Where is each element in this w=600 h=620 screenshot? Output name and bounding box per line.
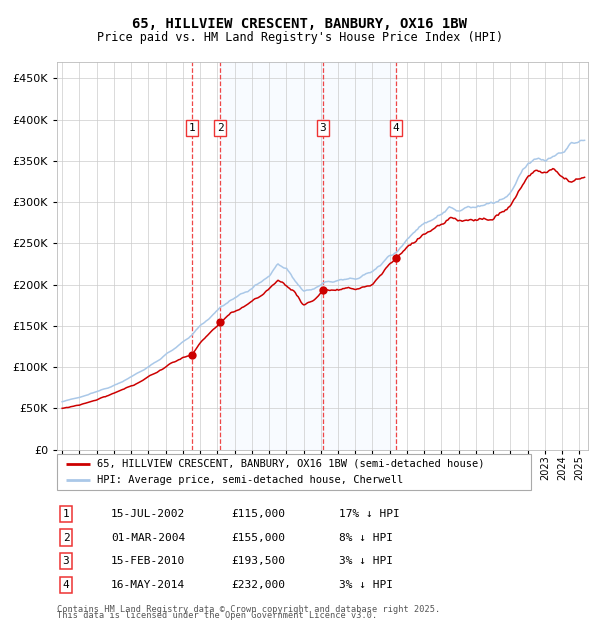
Text: 3: 3 — [62, 556, 70, 566]
Text: 3: 3 — [319, 123, 326, 133]
Text: 65, HILLVIEW CRESCENT, BANBURY, OX16 1BW (semi-detached house): 65, HILLVIEW CRESCENT, BANBURY, OX16 1BW… — [97, 459, 485, 469]
Text: 16-MAY-2014: 16-MAY-2014 — [111, 580, 185, 590]
Text: Price paid vs. HM Land Registry's House Price Index (HPI): Price paid vs. HM Land Registry's House … — [97, 31, 503, 44]
Text: £115,000: £115,000 — [231, 509, 285, 519]
Text: £232,000: £232,000 — [231, 580, 285, 590]
Text: 01-MAR-2004: 01-MAR-2004 — [111, 533, 185, 542]
Text: Contains HM Land Registry data © Crown copyright and database right 2025.: Contains HM Land Registry data © Crown c… — [57, 604, 440, 614]
Text: £155,000: £155,000 — [231, 533, 285, 542]
FancyBboxPatch shape — [57, 454, 531, 490]
Text: 2: 2 — [217, 123, 223, 133]
Text: 3% ↓ HPI: 3% ↓ HPI — [339, 556, 393, 566]
Text: 4: 4 — [62, 580, 70, 590]
Text: 4: 4 — [393, 123, 400, 133]
Text: 17% ↓ HPI: 17% ↓ HPI — [339, 509, 400, 519]
Text: 2: 2 — [62, 533, 70, 542]
Text: HPI: Average price, semi-detached house, Cherwell: HPI: Average price, semi-detached house,… — [97, 475, 404, 485]
Text: 3% ↓ HPI: 3% ↓ HPI — [339, 580, 393, 590]
Text: £193,500: £193,500 — [231, 556, 285, 566]
Bar — [323, 62, 396, 450]
Text: 65, HILLVIEW CRESCENT, BANBURY, OX16 1BW: 65, HILLVIEW CRESCENT, BANBURY, OX16 1BW — [133, 17, 467, 32]
Text: 15-JUL-2002: 15-JUL-2002 — [111, 509, 185, 519]
Text: 1: 1 — [62, 509, 70, 519]
Text: 1: 1 — [189, 123, 196, 133]
Text: This data is licensed under the Open Government Licence v3.0.: This data is licensed under the Open Gov… — [57, 611, 377, 620]
Text: 8% ↓ HPI: 8% ↓ HPI — [339, 533, 393, 542]
Text: 15-FEB-2010: 15-FEB-2010 — [111, 556, 185, 566]
Bar — [220, 62, 323, 450]
